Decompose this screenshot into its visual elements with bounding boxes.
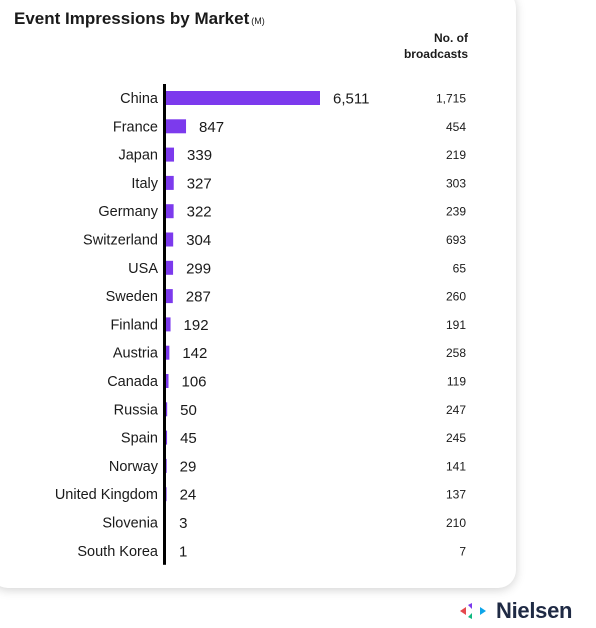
broadcasts-value-russia: 247 [446,403,466,417]
broadcasts-value-sweden: 260 [446,290,466,304]
chart-title-unit: (M) [251,16,265,26]
broadcasts-header-line2: broadcasts [403,47,468,61]
value-label-france: 847 [199,119,224,136]
category-label-slovenia: Slovenia [102,516,159,532]
category-label-italy: Italy [131,176,158,192]
value-label-united-kingdom: 24 [180,487,197,504]
broadcasts-value-finland: 191 [446,318,466,332]
bar-united-kingdom [166,487,167,502]
value-label-finland: 192 [184,317,209,334]
nielsen-logo-icon [460,603,486,619]
bar-japan [166,147,175,162]
category-label-russia: Russia [114,402,159,418]
category-label-usa: USA [128,261,158,277]
bar-china [166,91,320,105]
broadcasts-value-norway: 141 [446,459,466,473]
value-label-spain: 45 [180,430,197,447]
category-label-switzerland: Switzerland [83,233,158,249]
category-label-japan: Japan [118,148,158,164]
broadcasts-value-united-kingdom: 137 [446,488,466,502]
chart-title-text: Event Impressions by Market [14,9,250,28]
value-label-russia: 50 [180,402,197,419]
value-label-canada: 106 [182,374,207,391]
value-label-china: 6,511 [333,91,369,108]
broadcasts-value-germany: 239 [446,205,466,219]
broadcasts-value-france: 454 [446,120,466,134]
category-label-austria: Austria [113,346,159,362]
category-label-united-kingdom: United Kingdom [55,487,158,503]
bar-spain [166,430,168,445]
category-label-norway: Norway [109,459,159,475]
bar-usa [166,260,174,275]
category-label-finland: Finland [110,317,158,333]
bar-finland [166,317,171,332]
value-label-south-korea: 1 [179,543,187,560]
value-label-japan: 339 [187,147,212,164]
broadcasts-value-canada: 119 [447,375,466,389]
category-label-spain: Spain [121,431,158,447]
broadcasts-value-austria: 258 [446,346,466,360]
category-label-sweden: Sweden [106,289,158,305]
broadcasts-value-south-korea: 7 [459,544,466,558]
bar-germany [166,204,174,219]
bar-russia [166,402,168,417]
broadcasts-value-slovenia: 210 [446,516,466,530]
broadcasts-header: No. of broadcasts [378,30,468,62]
nielsen-logo: Nielsen [458,596,572,626]
broadcasts-header-line1: No. of [434,31,468,45]
broadcasts-value-japan: 219 [446,148,466,162]
broadcasts-value-italy: 303 [446,176,466,190]
value-label-sweden: 287 [186,289,211,306]
nielsen-logo-text: Nielsen [496,598,573,623]
category-label-china: China [120,91,159,107]
value-label-germany: 322 [187,204,212,221]
bar-switzerland [166,232,174,247]
value-label-austria: 142 [182,345,207,362]
value-label-usa: 299 [186,260,211,277]
bar-sweden [166,289,173,304]
category-label-france: France [113,119,158,135]
chart-title: Event Impressions by Market (M) [14,9,265,29]
category-label-south-korea: South Korea [77,544,159,560]
y-axis-line [163,84,166,565]
bar-canada [166,374,169,388]
value-label-switzerland: 304 [186,232,211,249]
value-label-norway: 29 [180,458,197,475]
category-label-germany: Germany [98,204,158,220]
category-label-canada: Canada [107,374,159,390]
broadcasts-value-china: 1,715 [436,92,466,106]
bar-austria [166,345,170,360]
bar-italy [166,175,174,190]
broadcasts-value-switzerland: 693 [446,233,466,247]
broadcasts-value-usa: 65 [453,261,467,275]
broadcasts-value-spain: 245 [446,431,466,445]
bar-norway [166,458,167,473]
bar-france [166,119,187,134]
value-label-slovenia: 3 [179,515,187,532]
value-label-italy: 327 [187,175,212,192]
